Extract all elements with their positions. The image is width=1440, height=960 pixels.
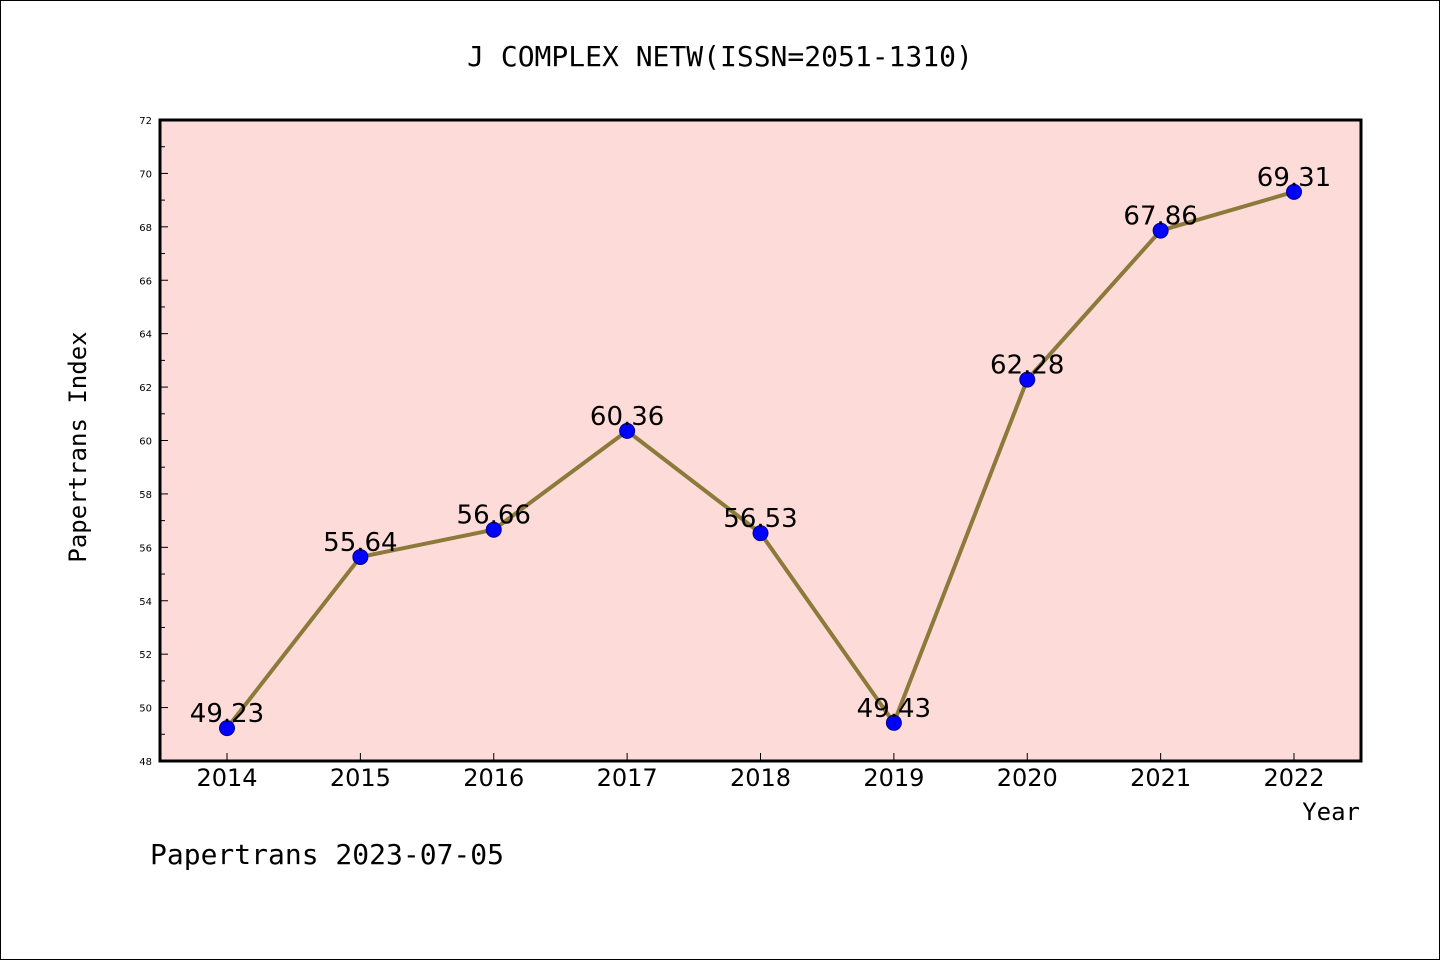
y-axis-label: Papertrans Index	[64, 331, 92, 562]
x-tick-label: 2014	[196, 764, 257, 792]
x-tick-label: 2015	[330, 764, 391, 792]
x-tick-label: 2016	[463, 764, 524, 792]
data-label: 56.66	[457, 501, 531, 531]
x-axis-label: Year	[1302, 798, 1360, 826]
data-point	[619, 422, 636, 439]
x-tick-label: 2020	[997, 764, 1058, 792]
data-point	[1019, 371, 1036, 388]
data-label: 69.31	[1257, 163, 1331, 193]
y-axis-ticks: 48 50 52 54 56 58 60 62 64 66 68 70 72	[139, 116, 168, 768]
data-label: 56.53	[723, 504, 797, 534]
y-tick-label: 50	[139, 704, 152, 715]
y-tick-label: 56	[139, 543, 152, 554]
y-tick-label: 66	[139, 276, 152, 287]
x-tick-label: 2022	[1263, 764, 1324, 792]
y-tick-label: 68	[139, 223, 152, 234]
y-tick-label: 64	[139, 330, 152, 341]
x-tick-label: 2019	[863, 764, 924, 792]
y-tick-label: 48	[139, 757, 152, 768]
y-tick-label: 54	[139, 597, 152, 608]
y-tick-label: 60	[139, 437, 152, 448]
x-tick-label: 2021	[1130, 764, 1191, 792]
data-label: 55.64	[323, 528, 397, 558]
y-tick-label: 62	[139, 383, 152, 394]
data-label: 49.43	[857, 694, 931, 724]
data-point	[752, 525, 769, 542]
data-label: 49.23	[190, 699, 264, 729]
series-line-group: 49.23 55.64 56.66 60.36 56.53 49.43 62.28 67.86…	[190, 163, 1331, 737]
x-tick-label: 2017	[597, 764, 658, 792]
data-point	[885, 714, 902, 731]
y-tick-label: 58	[139, 490, 152, 501]
data-point	[1152, 222, 1169, 239]
y-tick-label: 70	[139, 169, 152, 180]
data-label: 60.36	[590, 402, 664, 432]
data-point	[485, 521, 502, 538]
data-point	[1286, 183, 1302, 200]
chart-title: J COMPLEX NETW(ISSN=2051-1310)	[467, 40, 973, 73]
data-point	[352, 548, 369, 565]
x-tick-label: 2018	[730, 764, 791, 792]
data-label: 62.28	[990, 351, 1064, 381]
data-label: 67.86	[1123, 202, 1197, 232]
y-tick-label: 52	[139, 650, 152, 661]
data-point	[219, 720, 235, 737]
x-axis-ticks: 2014 2015 2016 2017 2018 2019 2020 2021 2022	[196, 753, 1325, 792]
footer-text: Papertrans 2023-07-05	[150, 838, 504, 871]
y-tick-label: 72	[139, 116, 152, 127]
